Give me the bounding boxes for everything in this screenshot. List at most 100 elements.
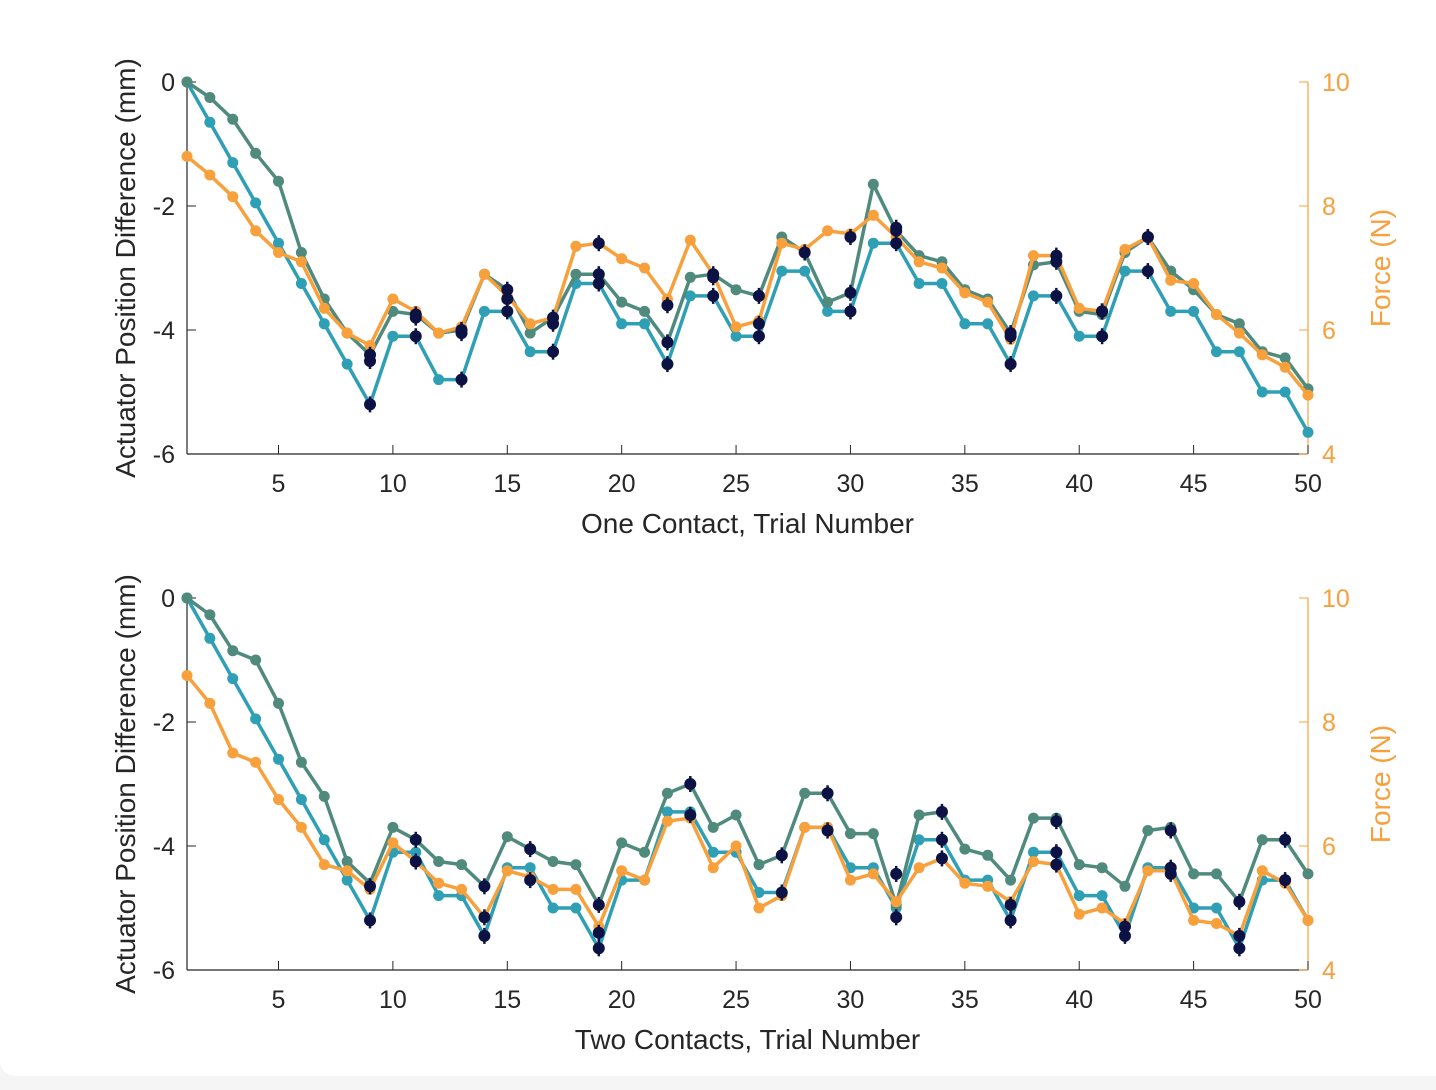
y2-tick-label: 10 xyxy=(1322,585,1350,613)
data-point-orange xyxy=(204,169,216,181)
data-point-green xyxy=(250,654,262,666)
x-tick-label: 45 xyxy=(1180,470,1208,498)
y2-tick-label: 8 xyxy=(1322,193,1336,221)
subplot-2: 5 10 15 20 25 30 35 40 45 50 -6 -4 -2 0 4 6 8 10 Two Conta… xyxy=(110,574,1396,1055)
data-point-green xyxy=(273,175,285,187)
data-point-green xyxy=(547,856,559,867)
y2-tick-label: 6 xyxy=(1322,833,1336,861)
x-tick-label: 50 xyxy=(1294,470,1322,498)
data-point-teal xyxy=(867,237,879,249)
data-point-orange xyxy=(1142,865,1154,877)
data-point-orange xyxy=(501,865,513,877)
data-point-teal xyxy=(1027,846,1039,858)
y2-axis-label: Force (N) xyxy=(1365,209,1396,327)
data-point-orange xyxy=(1188,278,1200,289)
data-point-green xyxy=(1142,825,1154,836)
data-point-green xyxy=(387,305,399,317)
x-tick-label: 15 xyxy=(493,986,521,1014)
x-tick-label: 25 xyxy=(722,986,750,1014)
data-point-orange xyxy=(1256,865,1268,877)
data-point-orange xyxy=(776,237,788,249)
data-point-teal xyxy=(936,278,948,289)
data-point-teal xyxy=(433,374,445,386)
x-tick-label: 20 xyxy=(608,470,636,498)
y-tick-label: -4 xyxy=(153,833,175,861)
data-point-teal xyxy=(799,265,811,277)
data-point-green xyxy=(1279,352,1291,364)
data-point-orange xyxy=(1119,243,1131,255)
series-line-orange xyxy=(185,155,1310,397)
data-point-orange xyxy=(1096,902,1108,914)
y2-axis-label: Force (N) xyxy=(1365,725,1396,843)
data-point-orange xyxy=(318,859,330,871)
x-tick-label: 40 xyxy=(1065,986,1093,1014)
data-point-orange xyxy=(867,209,879,221)
data-point-orange xyxy=(524,318,536,330)
y-tick-label: -2 xyxy=(153,193,175,221)
data-point-green xyxy=(639,846,651,858)
data-point-orange xyxy=(433,327,445,339)
y-tick-label: -4 xyxy=(153,317,175,345)
data-point-orange xyxy=(1279,361,1291,373)
data-point-orange xyxy=(547,883,559,895)
data-point-green xyxy=(227,645,239,657)
x-tick-label: 20 xyxy=(608,986,636,1014)
data-point-orange xyxy=(913,256,925,268)
data-point-orange xyxy=(639,262,651,274)
data-point-orange xyxy=(227,747,239,759)
data-point-orange xyxy=(227,191,239,203)
data-point-green xyxy=(524,327,536,339)
data-point-orange xyxy=(616,865,628,877)
data-point-green xyxy=(387,821,399,833)
data-point-orange xyxy=(1302,914,1314,926)
data-point-orange xyxy=(1188,914,1200,926)
x-tick-label: 35 xyxy=(951,986,979,1014)
data-point-teal xyxy=(478,305,490,317)
data-point-green xyxy=(227,113,239,125)
data-point-orange xyxy=(730,321,742,333)
data-point-teal xyxy=(204,116,216,128)
data-point-orange xyxy=(181,670,193,681)
data-point-orange xyxy=(799,821,811,833)
data-point-orange xyxy=(684,234,696,246)
data-point-orange xyxy=(181,150,193,162)
x-tick-label: 15 xyxy=(493,470,521,498)
data-point-orange xyxy=(936,262,948,274)
data-point-orange xyxy=(639,874,651,886)
x-tick-label: 50 xyxy=(1294,986,1322,1014)
data-point-teal xyxy=(707,846,719,858)
data-point-teal xyxy=(318,834,330,846)
data-point-green xyxy=(1256,834,1268,846)
data-point-green xyxy=(204,609,216,621)
y2-tick-label: 10 xyxy=(1322,69,1350,97)
data-point-orange xyxy=(753,902,765,914)
x-tick-label: 5 xyxy=(272,986,286,1014)
data-point-teal xyxy=(1188,305,1200,317)
data-point-orange xyxy=(1256,349,1268,361)
data-point-teal xyxy=(959,318,971,330)
data-point-teal xyxy=(730,330,742,342)
data-point-green xyxy=(570,268,582,280)
data-point-teal xyxy=(1073,890,1085,902)
data-point-green xyxy=(295,247,307,258)
data-point-teal xyxy=(295,794,307,805)
data-point-teal xyxy=(204,632,216,644)
data-point-orange xyxy=(478,268,490,280)
data-point-green xyxy=(1119,880,1131,892)
data-point-teal xyxy=(250,713,262,725)
data-point-green xyxy=(433,856,445,867)
y-axis-label: Actuator Position Difference (mm) xyxy=(110,58,141,478)
y-tick-label: 0 xyxy=(161,585,175,613)
data-point-teal xyxy=(341,874,353,886)
data-point-orange xyxy=(844,874,856,886)
data-point-teal xyxy=(776,265,788,277)
data-point-teal xyxy=(1210,346,1222,358)
data-point-teal xyxy=(273,237,285,249)
data-point-green xyxy=(273,697,285,709)
data-point-green xyxy=(1005,874,1017,886)
data-point-green xyxy=(913,809,925,821)
data-point-orange xyxy=(273,794,285,805)
data-point-teal xyxy=(661,806,673,818)
data-point-orange xyxy=(867,868,879,880)
